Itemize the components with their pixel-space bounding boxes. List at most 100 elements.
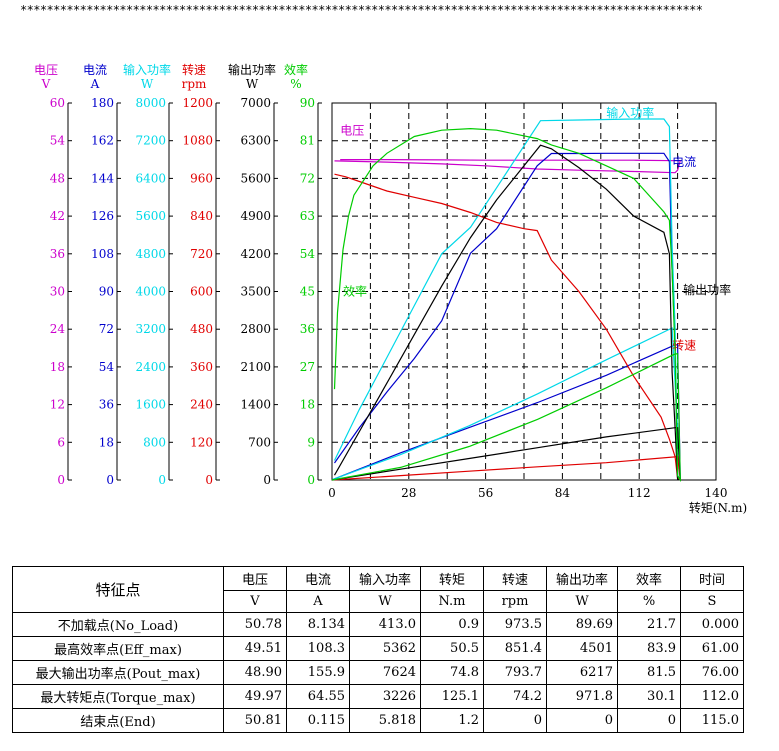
col-speed-name: 转速 [483,566,547,591]
axis-unit-pin: W [141,77,154,91]
series-label-pout: 输出功率 [683,282,731,297]
cell-voltage: 50.81 [223,708,287,733]
cell-pout: 0 [546,708,618,733]
cell-speed: 973.5 [483,612,547,637]
x-tick-label: 28 [401,486,416,500]
row-label: 不加载点(No_Load) [12,612,224,637]
table-header-label: 特征点 [12,566,224,613]
col-torque-name: 转矩 [420,566,484,591]
cell-time: 0.000 [680,612,744,637]
row-label: 最高效率点(Eff_max) [12,636,224,661]
cell-speed: 793.7 [483,660,547,685]
series-label-pin: 输入功率 [606,105,654,120]
col-pout-unit: W [546,590,618,613]
cell-time: 76.00 [680,660,744,685]
tick-label-eff: 81 [300,134,315,148]
plot-area-layer [331,102,717,481]
cell-time: 115.0 [680,708,744,733]
tick-label-current: 18 [99,435,114,449]
row-label: 最大转矩点(Torque_max) [12,684,224,709]
tick-label-pout: 4900 [240,209,271,223]
tick-label-eff: 45 [300,285,315,299]
x-tick-label: 56 [478,486,493,500]
series-label-voltage: 电压 [340,123,364,137]
tick-label-current: 90 [99,285,114,299]
tick-label-pin: 8000 [135,96,166,110]
tick-label-current: 108 [91,247,114,261]
tick-label-pout: 7000 [240,96,271,110]
cell-torque: 125.1 [420,684,484,709]
cell-pout: 4501 [546,636,618,661]
tick-label-current: 72 [99,322,114,336]
tick-label-current: 54 [99,360,115,374]
cell-torque: 0.9 [420,612,484,637]
tick-label-pout: 700 [248,435,271,449]
tick-label-eff: 27 [300,360,315,374]
cell-pout: 6217 [546,660,618,685]
x-tick-label: 0 [328,486,336,500]
row-label: 最大输出功率点(Pout_max) [12,660,224,685]
tick-label-eff: 0 [307,473,315,487]
tick-label-current: 180 [91,96,114,110]
cell-voltage: 48.90 [223,660,287,685]
cell-eff: 83.9 [617,636,681,661]
tick-label-speed: 600 [190,285,213,299]
tick-label-pout: 4200 [240,247,271,261]
y-axes-layer: 电压V60544842363024181260电流A18016214412610… [34,62,322,487]
cell-pout: 89.69 [546,612,618,637]
table-row: 最大输出功率点(Pout_max) 48.90 155.9 7624 74.8 … [12,660,744,685]
table-row: 不加载点(No_Load) 50.78 8.134 413.0 0.9 973.… [12,612,744,637]
tick-label-pout: 2800 [240,322,271,336]
axis-unit-pout: W [246,77,259,91]
cell-torque: 1.2 [420,708,484,733]
cell-current: 0.115 [286,708,350,733]
col-time-unit: S [680,590,744,613]
tick-label-pin: 4000 [135,285,166,299]
tick-label-pin: 800 [143,435,166,449]
cell-current: 64.55 [286,684,350,709]
motor-performance-chart: 电压V60544842363024181260电流A18016214412610… [34,62,747,515]
tick-label-pin: 1600 [135,398,166,412]
cell-pin: 5362 [349,636,421,661]
col-voltage-name: 电压 [223,566,287,591]
x-tick-label: 140 [705,486,728,500]
tick-label-voltage: 36 [50,247,65,261]
series-label-eff: 效率 [343,284,367,299]
axis-unit-current: A [90,77,100,91]
tick-label-speed: 1080 [182,134,213,148]
cell-eff: 30.1 [617,684,681,709]
cell-pin: 413.0 [349,612,421,637]
cell-torque: 50.5 [420,636,484,661]
tick-label-eff: 18 [300,398,315,412]
col-current-unit: A [286,590,350,613]
tick-label-voltage: 18 [50,360,65,374]
cell-time: 61.00 [680,636,744,661]
cell-pin: 3226 [349,684,421,709]
series-line-pin [331,118,681,481]
tick-label-eff: 54 [300,247,316,261]
axis-unit-eff: % [290,77,301,91]
cell-pin: 7624 [349,660,421,685]
row-label: 结束点(End) [12,708,224,733]
tick-label-speed: 960 [190,171,213,185]
series-line-current [331,152,681,481]
tick-label-speed: 240 [190,398,213,412]
tick-label-voltage: 12 [50,398,65,412]
table-row: 结束点(End) 50.81 0.115 5.818 1.2 0 0 0 115… [12,708,744,733]
axis-name-voltage: 电压 [34,63,58,77]
characteristic-points-table: 特征点 电压 电流 输入功率 转矩 转速 输出功率 效率 时间 V A W N.… [12,566,744,733]
tick-label-eff: 9 [307,435,315,449]
tick-label-pout: 5600 [240,171,271,185]
tick-label-pout: 3500 [240,285,271,299]
tick-label-pin: 4800 [135,247,166,261]
tick-label-voltage: 6 [57,435,65,449]
tick-label-speed: 360 [190,360,213,374]
col-pin-unit: W [349,590,421,613]
tick-label-current: 126 [91,209,114,223]
tick-label-current: 162 [91,134,114,148]
axis-name-pin: 输入功率 [123,62,171,77]
table-row: 最大转矩点(Torque_max) 49.97 64.55 3226 125.1… [12,684,744,709]
series-line-voltage [334,159,682,174]
axis-name-speed: 转速 [182,62,206,77]
